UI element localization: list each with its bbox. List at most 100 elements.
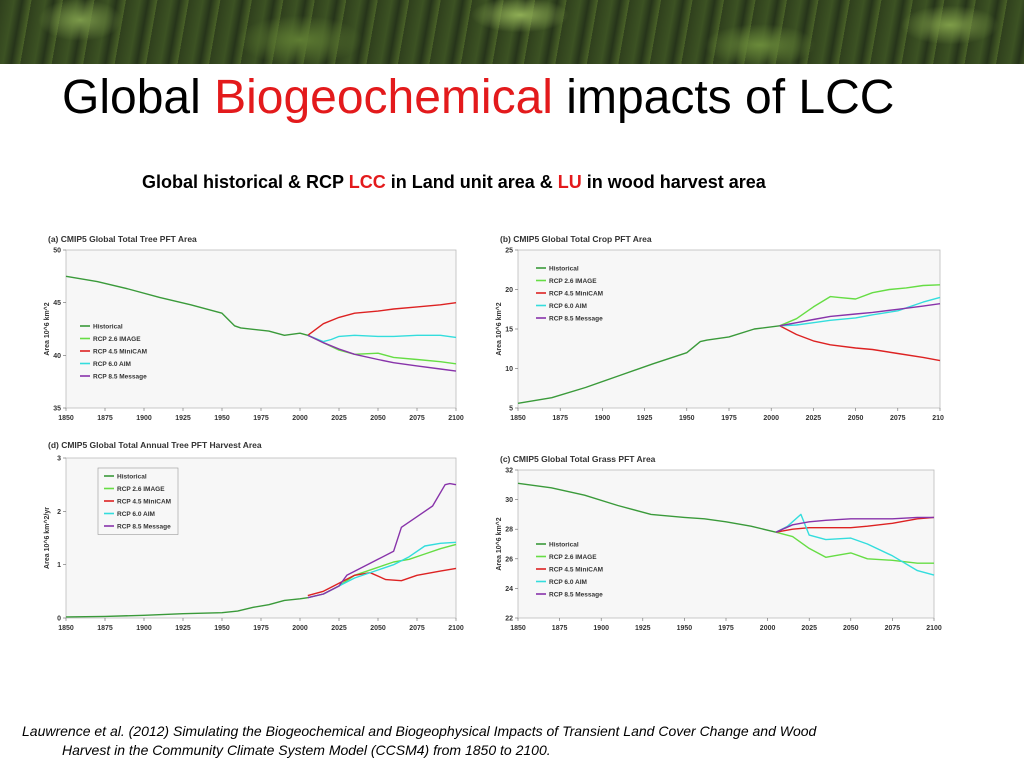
x-tick-label: 2025 [801,625,817,632]
x-tick-label: 2100 [448,415,464,422]
subtitle-lu: LU [557,172,582,192]
y-axis-label: Area 10^6 km^2 [43,302,51,355]
chart-c-svg: (c) CMIP5 Global Total Grass PFT Area Are… [495,454,942,632]
x-tick-label: 1925 [175,625,191,632]
x-tick-label: 1975 [718,625,734,632]
legend-label: Historical [549,542,579,549]
x-tick-label: 1900 [136,625,152,632]
legend-label: RCP 6.0 AIM [549,579,587,586]
y-tick-label: 28 [505,527,513,534]
citation: Lauwrence et al. (2012) Simulating the B… [22,723,817,758]
legend-label: RCP 8.5 Message [549,592,603,599]
x-tick-label: 2100 [932,415,944,422]
series-line-rcp-4-5-minicam [307,567,457,597]
y-tick-label: 50 [53,248,61,255]
chart-legend: Historical RCP 2.6 IMAGE RCP 4.5 MiniCAM RC… [97,467,179,535]
y-tick-label: 0 [57,616,61,623]
chart-title: (d) CMIP5 Global Total Annual Tree PFT H… [48,440,262,450]
x-tick-label: 1850 [58,625,74,632]
legend-label: RCP 2.6 IMAGE [117,486,165,493]
chart-panel-crop-area: (b) CMIP5 Global Total Crop PFT Area Area… [492,230,944,430]
series-line-rcp-4-5-minicam [307,302,457,336]
x-tick-label: 1950 [214,415,230,422]
x-tick-label: 1875 [552,625,568,632]
y-tick-label: 22 [505,616,513,623]
chart-title: (b) CMIP5 Global Total Crop PFT Area [500,234,652,244]
legend-label: RCP 4.5 MiniCAM [117,499,171,506]
slide-title: Global Biogeochemical impacts of LCC [62,71,895,124]
series-line-historical [517,325,780,404]
legend-label: RCP 8.5 Message [93,374,147,381]
legend-label: RCP 8.5 Message [117,524,171,531]
plot-area [517,249,941,409]
x-tick-label: 1925 [637,415,653,422]
y-tick-label: 2 [57,509,61,516]
x-tick-label: 1950 [679,415,695,422]
x-tick-label: 1925 [635,625,651,632]
chart-legend: Historical RCP 2.6 IMAGE RCP 4.5 MiniCAM RC… [536,542,603,599]
x-tick-label: 1950 [677,625,693,632]
series-line-rcp-6-0-aim [775,513,935,576]
x-tick-label: 1875 [97,415,113,422]
legend-label: RCP 4.5 MiniCAM [93,349,147,356]
x-tick-label: 2050 [370,625,386,632]
x-tick-label: 2050 [370,415,386,422]
legend-label: RCP 2.6 IMAGE [93,336,141,343]
x-tick-label: 2075 [890,415,906,422]
legend-label: RCP 6.0 AIM [93,361,131,368]
x-tick-label: 1975 [253,415,269,422]
y-tick-label: 35 [53,406,61,413]
plot-area [65,457,457,619]
x-tick-label: 1850 [58,415,74,422]
forest-banner-image [0,0,1024,64]
chart-legend: Historical RCP 2.6 IMAGE RCP 4.5 MiniCAM RC… [536,266,603,323]
y-tick-label: 10 [505,366,513,373]
chart-panel-harvest-area: (d) CMIP5 Global Total Annual Tree PFT H… [40,436,468,640]
x-tick-label: 2000 [760,625,776,632]
y-tick-label: 20 [505,287,513,294]
series-line-historical [65,597,308,618]
x-tick-label: 1850 [510,625,526,632]
y-axis-label: Area 10^6 km^2 [495,517,503,570]
x-tick-label: 1875 [97,625,113,632]
series-line-rcp-6-0-aim [307,334,457,343]
x-tick-label: 2100 [926,625,942,632]
legend-label: Historical [117,474,147,481]
series-line-rcp-8-5-message [307,334,457,372]
series-line-rcp-6-0-aim [779,296,941,327]
chart-legend: Historical RCP 2.6 IMAGE RCP 4.5 MiniCAM RC… [80,324,147,381]
y-tick-label: 25 [505,248,513,255]
x-tick-label: 1850 [510,415,526,422]
chart-panel-grass-area: (c) CMIP5 Global Total Grass PFT Area Are… [492,450,944,640]
legend-label: RCP 2.6 IMAGE [549,554,597,561]
x-tick-label: 2075 [409,415,425,422]
x-tick-label: 1875 [552,415,568,422]
plot-area [65,249,457,409]
y-tick-label: 24 [505,586,513,593]
x-tick-label: 1975 [721,415,737,422]
legend-label: RCP 2.6 IMAGE [549,278,597,285]
x-tick-label: 2000 [763,415,779,422]
chart-title: (a) CMIP5 Global Total Tree PFT Area [48,234,197,244]
y-tick-label: 45 [53,300,61,307]
x-tick-label: 2025 [331,625,347,632]
series-line-rcp-8-5-message [779,303,941,327]
legend-label: RCP 4.5 MiniCAM [549,291,603,298]
chart-d-svg: (d) CMIP5 Global Total Annual Tree PFT H… [43,440,464,632]
legend-label: RCP 6.0 AIM [549,303,587,310]
x-tick-label: 1925 [175,415,191,422]
series-line-rcp-2-6-image [775,531,934,564]
chart-b-svg: (b) CMIP5 Global Total Crop PFT Area Area… [495,234,944,422]
y-tick-label: 3 [57,456,61,463]
chart-panel-tree-area: (a) CMIP5 Global Total Tree PFT Area Area… [40,230,468,430]
series-line-rcp-4-5-minicam [779,325,941,362]
x-tick-label: 2000 [292,625,308,632]
series-line-historical [65,275,308,337]
chart-title: (c) CMIP5 Global Total Grass PFT Area [500,454,656,464]
x-tick-label: 2050 [843,625,859,632]
legend-label: RCP 4.5 MiniCAM [549,567,603,574]
y-tick-label: 1 [57,562,61,569]
series-line-rcp-4-5-minicam [775,516,935,533]
subtitle-lcc: LCC [348,172,386,192]
title-highlight: Biogeochemical [214,71,553,124]
